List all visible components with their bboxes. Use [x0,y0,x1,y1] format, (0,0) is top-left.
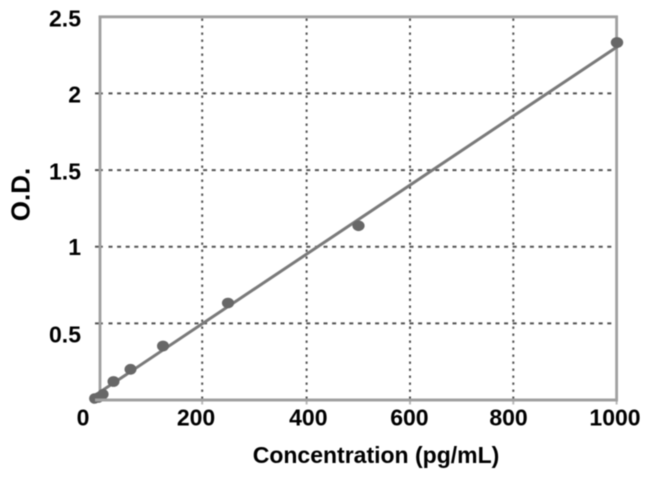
svg-text:600: 600 [390,404,428,430]
svg-text:2.5: 2.5 [49,6,81,32]
svg-text:2: 2 [68,81,81,107]
svg-text:O.D.: O.D. [5,168,35,221]
svg-text:1: 1 [68,234,81,260]
svg-text:Concentration (pg/mL): Concentration (pg/mL) [253,442,500,468]
svg-text:0.5: 0.5 [49,322,81,348]
svg-text:1.5: 1.5 [49,158,81,184]
svg-text:1000: 1000 [589,404,640,430]
svg-text:200: 200 [177,404,215,430]
svg-text:400: 400 [289,404,327,430]
svg-text:800: 800 [489,404,527,430]
svg-text:0: 0 [77,404,90,430]
